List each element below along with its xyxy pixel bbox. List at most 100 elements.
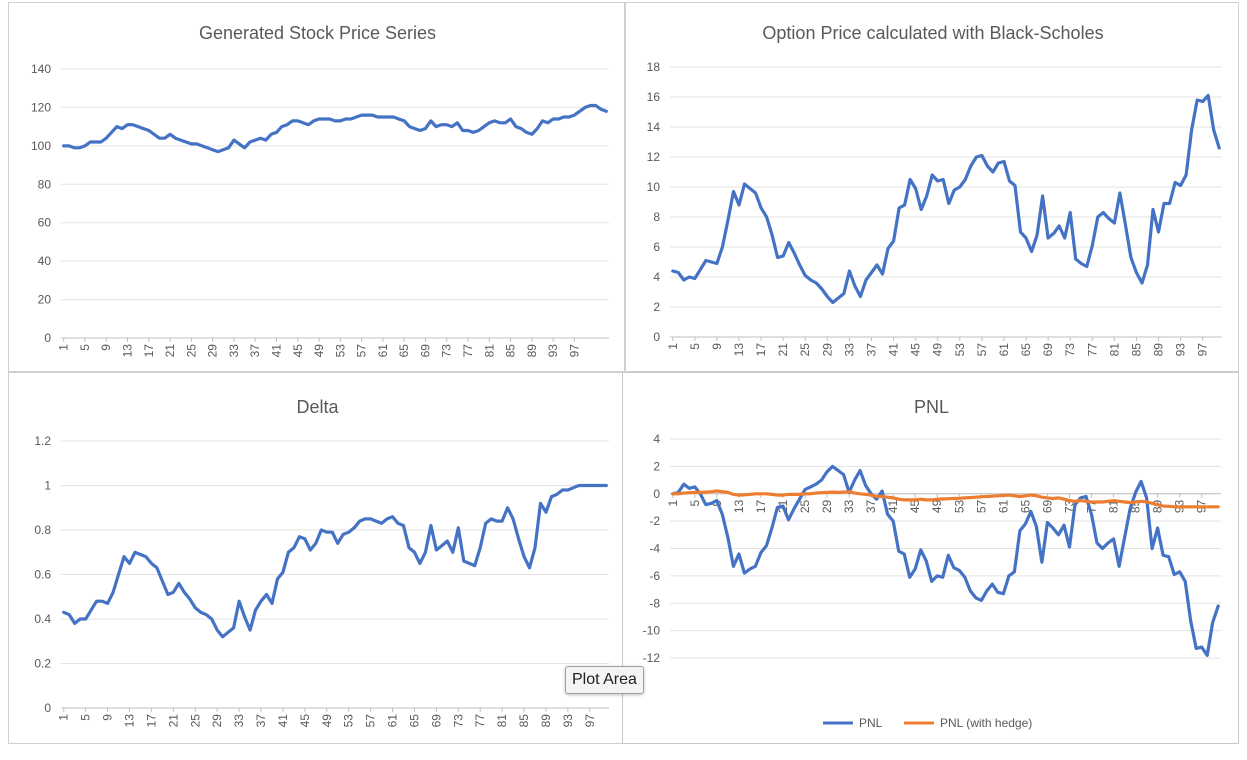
- pnl-chart[interactable]: PNL -12 -10 -8 -6 -4 -2 0 2 4 1 5 9 13 17 21 25 29 33 37 41 4…: [622, 372, 1239, 744]
- y-tick-label: 2: [653, 459, 660, 473]
- x-tick-label: 53: [333, 344, 347, 358]
- y-tick-label: 0.2: [34, 657, 51, 671]
- x-tick-label: 69: [1040, 499, 1054, 513]
- x-tick-label: 21: [166, 714, 180, 728]
- x-tick-label: 85: [517, 714, 531, 728]
- x-tick-label: 33: [232, 714, 246, 728]
- x-tick-label: 49: [312, 344, 326, 358]
- x-tick-label: 29: [206, 344, 220, 358]
- y-tick-label: 10: [647, 180, 661, 194]
- x-tick-label: 5: [688, 499, 702, 506]
- series-line-1: [62, 483, 608, 639]
- x-tick-label: 1: [666, 499, 680, 506]
- x-tick-label: 45: [909, 343, 923, 357]
- plot-area-tooltip: Plot Area: [565, 666, 644, 694]
- x-tick-label: 13: [732, 499, 746, 513]
- x-tick-label: 33: [842, 499, 856, 513]
- x-tick-label: 97: [583, 714, 597, 728]
- x-tick-label: 93: [546, 344, 560, 358]
- x-tick-label: 89: [539, 714, 553, 728]
- x-tick-label: 81: [1107, 499, 1121, 513]
- y-tick-label: 18: [647, 60, 661, 74]
- x-tick-label: 9: [710, 343, 724, 350]
- x-tick-label: 53: [952, 499, 966, 513]
- x-tick-label: 1: [666, 343, 680, 350]
- y-tick-label: 2: [653, 300, 660, 314]
- chart-title: Generated Stock Price Series: [199, 23, 436, 43]
- x-tick-label: 77: [461, 344, 475, 358]
- x-tick-label: 49: [930, 499, 944, 513]
- x-tick-label: 1: [57, 714, 71, 721]
- chart-title: PNL: [914, 397, 949, 417]
- x-tick-label: 17: [754, 343, 768, 357]
- x-tick-label: 77: [473, 714, 487, 728]
- y-tick-label: 6: [653, 240, 660, 254]
- series-line-2: [671, 489, 1220, 509]
- x-tick-label: 81: [495, 714, 509, 728]
- y-tick-label: 40: [38, 254, 52, 268]
- x-tick-label: 57: [974, 499, 988, 513]
- x-tick-label: 41: [886, 499, 900, 513]
- y-tick-label: -2: [649, 514, 660, 528]
- option-price-chart-svg[interactable]: Option Price calculated with Black-Schol…: [626, 3, 1240, 373]
- x-tick-label: 81: [1107, 343, 1121, 357]
- x-tick-label: 13: [123, 714, 137, 728]
- x-tick-label: 65: [407, 714, 421, 728]
- x-tick-label: 93: [1174, 343, 1188, 357]
- y-tick-label: 16: [647, 90, 661, 104]
- x-tick-label: 89: [525, 344, 539, 358]
- chart-title: Delta: [296, 397, 339, 417]
- x-tick-label: 77: [1085, 343, 1099, 357]
- x-tick-label: 9: [101, 714, 115, 721]
- x-tick-label: 69: [418, 344, 432, 358]
- series-line-1: [671, 93, 1221, 305]
- x-tick-label: 49: [320, 714, 334, 728]
- x-tick-label: 37: [248, 344, 262, 358]
- y-tick-label: 0: [653, 487, 660, 501]
- x-tick-label: 25: [188, 714, 202, 728]
- x-tick-label: 53: [342, 714, 356, 728]
- option-price-chart[interactable]: Option Price calculated with Black-Schol…: [625, 2, 1239, 372]
- x-tick-label: 73: [451, 714, 465, 728]
- legend-label: PNL (with hedge): [940, 716, 1032, 730]
- y-tick-label: -4: [649, 542, 660, 556]
- delta-chart[interactable]: Delta 0 0.2 0.4 0.6 0.8 1 1.2 1 5 9 13 17 21 25 29 33 37 4…: [8, 372, 625, 744]
- x-tick-label: 45: [298, 714, 312, 728]
- x-tick-label: 25: [798, 499, 812, 513]
- x-tick-label: 73: [1063, 343, 1077, 357]
- y-tick-label: 14: [647, 120, 661, 134]
- y-tick-label: 0: [44, 331, 51, 345]
- x-tick-label: 21: [776, 343, 790, 357]
- x-tick-label: 33: [227, 344, 241, 358]
- y-tick-label: -10: [643, 624, 661, 638]
- y-tick-label: 4: [653, 432, 660, 446]
- x-tick-label: 5: [79, 714, 93, 721]
- delta-chart-svg[interactable]: Delta 0 0.2 0.4 0.6 0.8 1 1.2 1 5 9 13 17 21 25 29 33 37 4…: [9, 373, 626, 745]
- stock-price-chart-svg[interactable]: Generated Stock Price Series 0 20 40 60 80 100…: [9, 3, 626, 373]
- y-tick-label: -8: [649, 596, 660, 610]
- stock-price-chart[interactable]: Generated Stock Price Series 0 20 40 60 80 100…: [8, 2, 625, 372]
- x-tick-label: 5: [78, 344, 92, 351]
- x-tick-label: 57: [355, 344, 369, 358]
- y-tick-label: 60: [38, 216, 52, 230]
- x-tick-label: 13: [121, 344, 135, 358]
- x-tick-label: 45: [291, 344, 305, 358]
- x-tick-label: 65: [397, 344, 411, 358]
- y-tick-label: -6: [649, 569, 660, 583]
- y-tick-label: 4: [653, 270, 660, 284]
- x-tick-label: 37: [864, 343, 878, 357]
- x-tick-label: 29: [820, 343, 834, 357]
- y-tick-label: 12: [647, 150, 661, 164]
- y-tick-label: 0: [44, 701, 51, 715]
- x-tick-label: 57: [975, 343, 989, 357]
- x-tick-label: 41: [276, 714, 290, 728]
- x-tick-label: 41: [269, 344, 283, 358]
- y-tick-label: 0: [653, 330, 660, 344]
- y-tick-label: 8: [653, 210, 660, 224]
- x-tick-label: 97: [567, 344, 581, 358]
- y-tick-label: 0.6: [34, 568, 51, 582]
- x-tick-label: 21: [163, 344, 177, 358]
- x-tick-label: 17: [144, 714, 158, 728]
- x-tick-label: 25: [798, 343, 812, 357]
